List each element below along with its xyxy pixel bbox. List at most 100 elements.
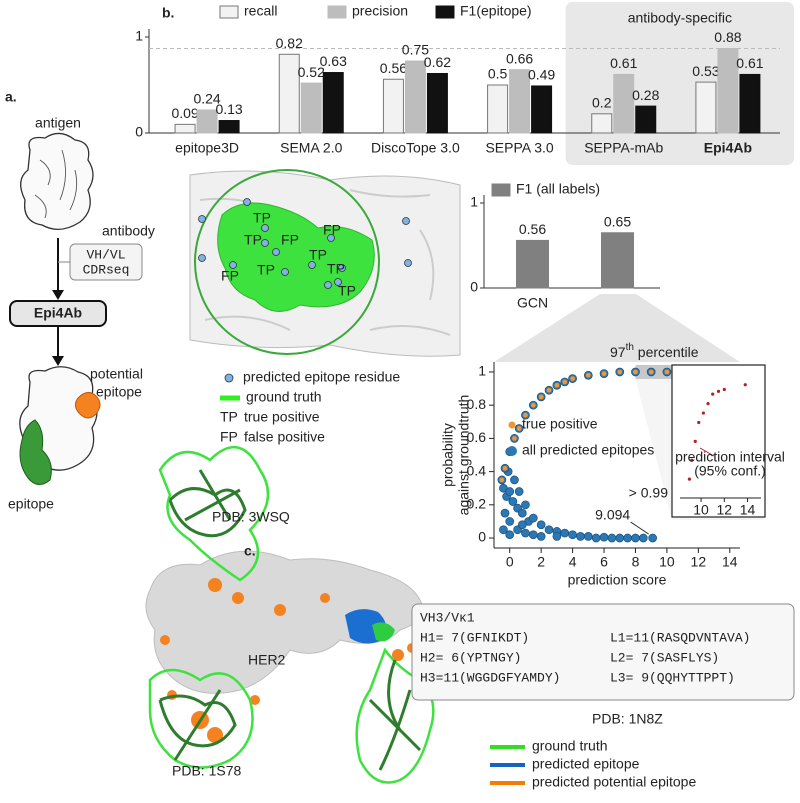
- x-tick-label: 6: [600, 554, 608, 570]
- legend-label: recall: [244, 3, 277, 19]
- value-label: 0.52: [298, 64, 325, 80]
- pdb-label: PDB: 3WSQ: [212, 509, 290, 525]
- epitope-point: [500, 508, 510, 518]
- true-positive-point: [523, 412, 528, 418]
- value-label: 0.61: [610, 55, 637, 71]
- cdr-sequence: L2= 7(SASFLYS): [610, 650, 719, 665]
- y-tick-label: 0.6: [467, 429, 487, 445]
- y-tick-label: 0: [478, 529, 486, 545]
- highlight-label: antibody-specific: [628, 10, 732, 26]
- x-tick-label: 12: [691, 554, 707, 570]
- epitope-point: [560, 528, 570, 538]
- value-label: 0.65: [604, 213, 631, 229]
- bar: [739, 73, 761, 134]
- true-positive-point: [554, 382, 560, 388]
- epitope-point: [521, 500, 530, 510]
- y-tick-label: 1: [478, 363, 486, 379]
- bar: [613, 73, 635, 134]
- cdr-sequence: L3= 9(QQHYTTPPT): [610, 670, 735, 685]
- legend-label: ground truth: [532, 738, 608, 754]
- epitope-point: [508, 497, 518, 506]
- epitope-label: epitope: [8, 496, 54, 512]
- antigen-with-epitope: [19, 366, 101, 485]
- bar: [218, 120, 240, 134]
- value-label: 0.09: [171, 105, 198, 121]
- y-axis-label: against groundtruth: [456, 395, 472, 516]
- epitope-point: [536, 532, 546, 541]
- value-label: 0.61: [736, 55, 763, 71]
- true-positive-point: [512, 435, 517, 441]
- inset-annotation: prediction interval: [675, 449, 785, 465]
- epitope-point: [521, 528, 530, 538]
- bar: [695, 81, 717, 134]
- value-label: 0.5: [488, 66, 508, 82]
- x-tick-label: 2: [537, 554, 545, 570]
- true-positive-point: [664, 369, 670, 375]
- value-label: 0.82: [276, 35, 303, 51]
- epitope-point: [607, 533, 617, 543]
- classification-label: FP: [281, 232, 299, 248]
- bar: [717, 48, 739, 134]
- epitope-point: [505, 530, 515, 540]
- bar: [278, 53, 300, 134]
- x-tick-label: SEPPA-mAb: [584, 140, 663, 156]
- y-tick-label: 0: [135, 124, 143, 140]
- legend-label: true positive: [522, 416, 598, 432]
- sequence-box: [411, 603, 795, 701]
- value-label: 0.66: [506, 50, 533, 66]
- antibody-label: antibody: [102, 223, 155, 239]
- legend-symbol: TP: [220, 409, 238, 425]
- percentile-label: 97th percentile: [610, 342, 699, 360]
- epitope-point: [544, 525, 554, 535]
- max-pointer: [630, 521, 649, 535]
- potential-epitope-label: potential: [90, 366, 143, 382]
- x-tick-label: 14: [722, 554, 738, 570]
- bar: [174, 123, 196, 134]
- bar: [382, 78, 404, 134]
- max-label: 9.094: [595, 507, 630, 523]
- classification-label: TP: [244, 232, 262, 248]
- true-positive-point: [546, 387, 552, 393]
- value-label: 0.13: [215, 101, 242, 117]
- inset-frame: [671, 364, 766, 518]
- inset-annotation: (95% conf.): [694, 463, 766, 479]
- inset-point: [722, 387, 726, 392]
- structure-view: [189, 169, 461, 357]
- inset-x-tick-label: 12: [717, 502, 733, 518]
- y-tick-label: 1: [470, 194, 478, 210]
- legend-marker: [507, 446, 517, 456]
- input-label: VH/VL: [86, 247, 125, 262]
- x-tick-label: epitope3D: [175, 140, 239, 156]
- bar: [516, 239, 549, 289]
- panel-label: c.: [244, 543, 256, 559]
- x-tick-label: SEPPA 3.0: [485, 140, 553, 156]
- legend-marker: [508, 421, 516, 429]
- legend-label: predicted epitope residue: [243, 369, 400, 385]
- sequence-title: VH3/Vκ1: [420, 610, 475, 625]
- bar: [509, 69, 531, 134]
- x-tick-label: 10: [659, 554, 675, 570]
- pdb-label: PDB: 1N8Z: [592, 711, 663, 727]
- panel-label: a.: [5, 89, 17, 105]
- legend-symbol: FP: [220, 429, 238, 445]
- legend-marker: [224, 373, 234, 383]
- epitope-point: [510, 475, 519, 485]
- legend-label: predicted potential epitope: [532, 774, 696, 790]
- epitope-point: [528, 513, 538, 523]
- epitope-point: [536, 520, 546, 530]
- value-label: 0.53: [692, 63, 719, 79]
- y-tick-label: 0.2: [467, 496, 487, 512]
- cdr-sequence: H1= 7(GFNIKDT): [420, 630, 529, 645]
- panel-label: b.: [162, 5, 174, 21]
- value-label: 0.88: [714, 29, 741, 45]
- inset-x-tick-label: 14: [740, 502, 756, 518]
- epitope-point: [576, 532, 585, 541]
- inset-point: [701, 411, 705, 415]
- classification-label: FP: [221, 268, 239, 284]
- x-tick-label: 4: [569, 554, 577, 570]
- bar: [487, 84, 509, 134]
- epitope-point: [552, 532, 562, 541]
- legend-label: ground truth: [246, 389, 322, 405]
- true-positive-point: [516, 426, 522, 431]
